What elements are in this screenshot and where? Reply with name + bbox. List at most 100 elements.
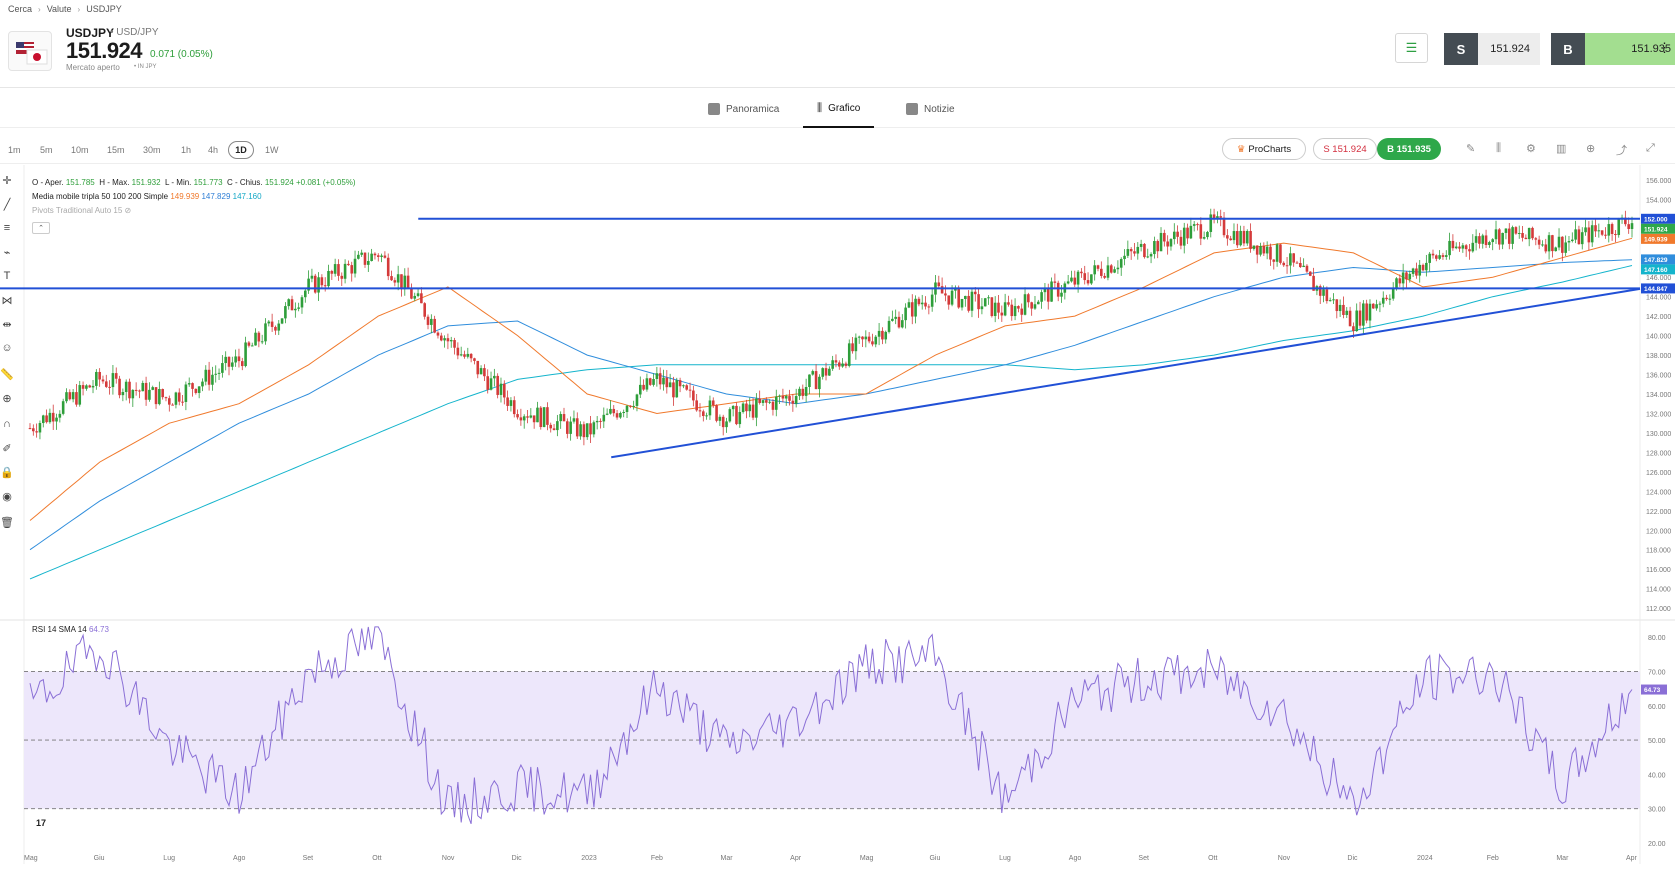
- magnet-icon[interactable]: ∩: [3, 418, 11, 430]
- zoom-in-icon[interactable]: ⊕: [2, 393, 12, 405]
- candle-body: [711, 400, 715, 406]
- candle-body: [788, 396, 791, 401]
- time-tick-label: Mag: [24, 855, 38, 862]
- emoji-icon[interactable]: ☺: [1, 342, 13, 354]
- time-tick-label: Mar: [721, 855, 734, 862]
- ohlc-legend: O - Aper. 151.785 H - Max. 151.932 L - M…: [32, 178, 356, 187]
- candle-body: [436, 332, 440, 336]
- pencil-icon[interactable]: ✎: [1466, 143, 1476, 155]
- price-tick-label: 134.000: [1646, 392, 1671, 399]
- candle-body: [439, 335, 443, 341]
- candle-body: [1332, 299, 1335, 301]
- candle-body: [997, 302, 1000, 313]
- candle-body: [1255, 245, 1259, 255]
- candle-body: [473, 358, 476, 361]
- candle-body: [1415, 268, 1418, 276]
- fib-icon[interactable]: ≡: [3, 222, 11, 234]
- candle-body: [831, 360, 834, 369]
- timeframe-1m[interactable]: 1m: [8, 145, 21, 155]
- candle-body: [1229, 238, 1232, 241]
- candle-body: [1580, 232, 1584, 245]
- moving-average-legend[interactable]: Media mobile tripla 50 100 200 Simple 14…: [32, 192, 262, 201]
- sell-price: 151.924: [1478, 33, 1540, 65]
- text-icon[interactable]: T: [3, 270, 11, 282]
- candles-type-icon[interactable]: ⫼: [1496, 142, 1502, 154]
- buy-button[interactable]: B 151.935: [1551, 33, 1675, 65]
- sell-button[interactable]: S 151.924: [1444, 33, 1540, 65]
- candle-body: [250, 345, 254, 347]
- candle-body: [539, 407, 543, 428]
- candle-body: [1567, 241, 1571, 243]
- chart-buy-button[interactable]: B 151.935: [1377, 138, 1441, 160]
- collapse-legend-button[interactable]: ⌃: [32, 222, 50, 234]
- hidden-eye-icon[interactable]: ⊘: [124, 206, 132, 215]
- chart-canvas[interactable]: 156.000154.000152.000150.000148.000146.0…: [0, 165, 1675, 864]
- candle-body: [751, 404, 755, 418]
- price-tick-label: 142.000: [1646, 314, 1671, 321]
- breadcrumb-item-currencies[interactable]: Valute: [46, 4, 72, 14]
- candle-body: [1143, 243, 1146, 258]
- candle-body: [1216, 216, 1219, 219]
- candle-body: [446, 338, 450, 342]
- candle-body: [834, 360, 838, 363]
- timeframe-1h[interactable]: 1h: [181, 145, 192, 155]
- watchlist-button[interactable]: ☰: [1395, 33, 1428, 63]
- candle-body: [466, 353, 470, 357]
- tab-news[interactable]: Notizie: [906, 90, 955, 128]
- candle-body: [41, 415, 45, 424]
- candle-body: [486, 376, 490, 390]
- candle-body: [735, 405, 738, 425]
- chevron-right-icon: ›: [38, 4, 41, 14]
- candle-body: [323, 285, 327, 287]
- candle-body: [516, 414, 519, 418]
- candle-body: [151, 387, 155, 390]
- more-options-icon[interactable]: ⋮: [1658, 40, 1671, 55]
- measure-icon[interactable]: ⇹: [2, 319, 12, 331]
- trash-icon[interactable]: 🗑: [0, 517, 14, 529]
- candle-body: [1017, 306, 1020, 309]
- timeframe-1d[interactable]: 1D: [228, 141, 254, 159]
- candle-body: [493, 375, 496, 379]
- candle-body: [38, 423, 42, 433]
- fullscreen-icon[interactable]: ⤢: [1646, 142, 1655, 154]
- candle-body: [907, 302, 911, 308]
- timeframe-10m[interactable]: 10m: [71, 145, 89, 155]
- indicators-icon[interactable]: ▥: [1556, 143, 1567, 155]
- eye-icon[interactable]: ◉: [2, 491, 12, 503]
- candle-body: [317, 277, 320, 293]
- gear-icon[interactable]: ⚙: [1526, 143, 1536, 155]
- timeframe-5m[interactable]: 5m: [40, 145, 53, 155]
- brush-icon[interactable]: ⌁: [3, 247, 11, 259]
- breadcrumb-item-current[interactable]: USDJPY: [86, 4, 122, 14]
- candle-body: [794, 396, 798, 404]
- timeframe-1w[interactable]: 1W: [265, 145, 279, 155]
- candle-body: [257, 332, 261, 342]
- candle-body: [111, 373, 115, 388]
- share-icon[interactable]: ⤴: [1616, 145, 1627, 157]
- candle-body: [1289, 253, 1292, 266]
- lock-icon[interactable]: 🔒: [0, 467, 14, 479]
- pivots-legend[interactable]: Pivots Traditional Auto 15 ⊘: [32, 206, 132, 215]
- candle-body: [300, 297, 304, 308]
- candle-body: [231, 362, 234, 367]
- add-circle-icon[interactable]: ⊕: [1586, 143, 1596, 155]
- timeframe-4h[interactable]: 4h: [208, 145, 219, 155]
- candle-body: [1501, 232, 1504, 245]
- pattern-icon[interactable]: ⋈: [1, 295, 13, 307]
- crosshair-icon[interactable]: ✛: [2, 175, 12, 187]
- trendline-icon[interactable]: ╱: [3, 199, 11, 211]
- ruler-icon[interactable]: 📏: [0, 369, 14, 381]
- timeframe-30m[interactable]: 30m: [143, 145, 161, 155]
- breadcrumb-item-search[interactable]: Cerca: [8, 4, 33, 14]
- candle-body: [373, 253, 377, 256]
- tab-overview[interactable]: Panoramica: [708, 90, 779, 128]
- candle-body: [910, 302, 914, 317]
- lock-drawing-icon[interactable]: ✐: [2, 443, 12, 455]
- price-chart[interactable]: 156.000154.000152.000150.000148.000146.0…: [0, 165, 1675, 864]
- chart-sell-button[interactable]: S 151.924: [1313, 138, 1377, 160]
- candle-body: [874, 336, 878, 345]
- procharts-button[interactable]: ♛ ProCharts: [1222, 138, 1306, 160]
- timeframe-15m[interactable]: 15m: [107, 145, 125, 155]
- trendline: [611, 287, 1641, 459]
- tab-chart[interactable]: ⫼ Grafico: [803, 90, 875, 128]
